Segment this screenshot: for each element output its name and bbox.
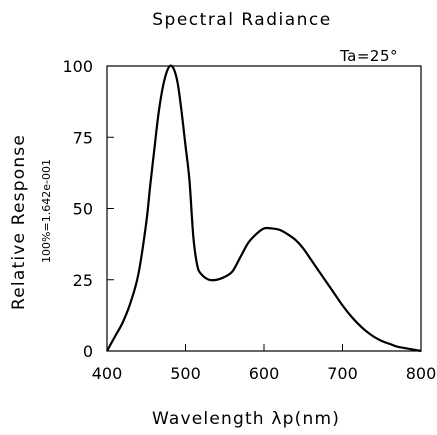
- x-axis-label: Wavelength λp(nm): [152, 409, 340, 429]
- x-tick-label: 700: [327, 364, 358, 383]
- x-tick-label: 500: [170, 364, 201, 383]
- series-line: [106, 64, 422, 353]
- x-tick-label: 600: [249, 364, 280, 383]
- x-tick-label: 800: [406, 364, 437, 383]
- condition-label: Ta=25°: [339, 47, 398, 65]
- y-tick-label: 75: [73, 128, 93, 147]
- scale-note: 100%=1.642e-001: [40, 159, 53, 263]
- y-tick-label: 25: [73, 271, 93, 290]
- x-axis-ticks: 400 500 600 700 800: [92, 344, 437, 383]
- y-axis-label: Relative Response: [9, 134, 29, 310]
- y-axis-ticks: 0 25 50 75 100: [62, 57, 114, 361]
- plot-frame: [106, 65, 422, 352]
- y-tick-label: 50: [73, 200, 93, 219]
- chart-title: Spectral Radiance: [152, 10, 331, 30]
- y-tick-label: 100: [62, 57, 93, 76]
- x-tick-label: 400: [92, 364, 123, 383]
- y-tick-label: 0: [83, 342, 93, 361]
